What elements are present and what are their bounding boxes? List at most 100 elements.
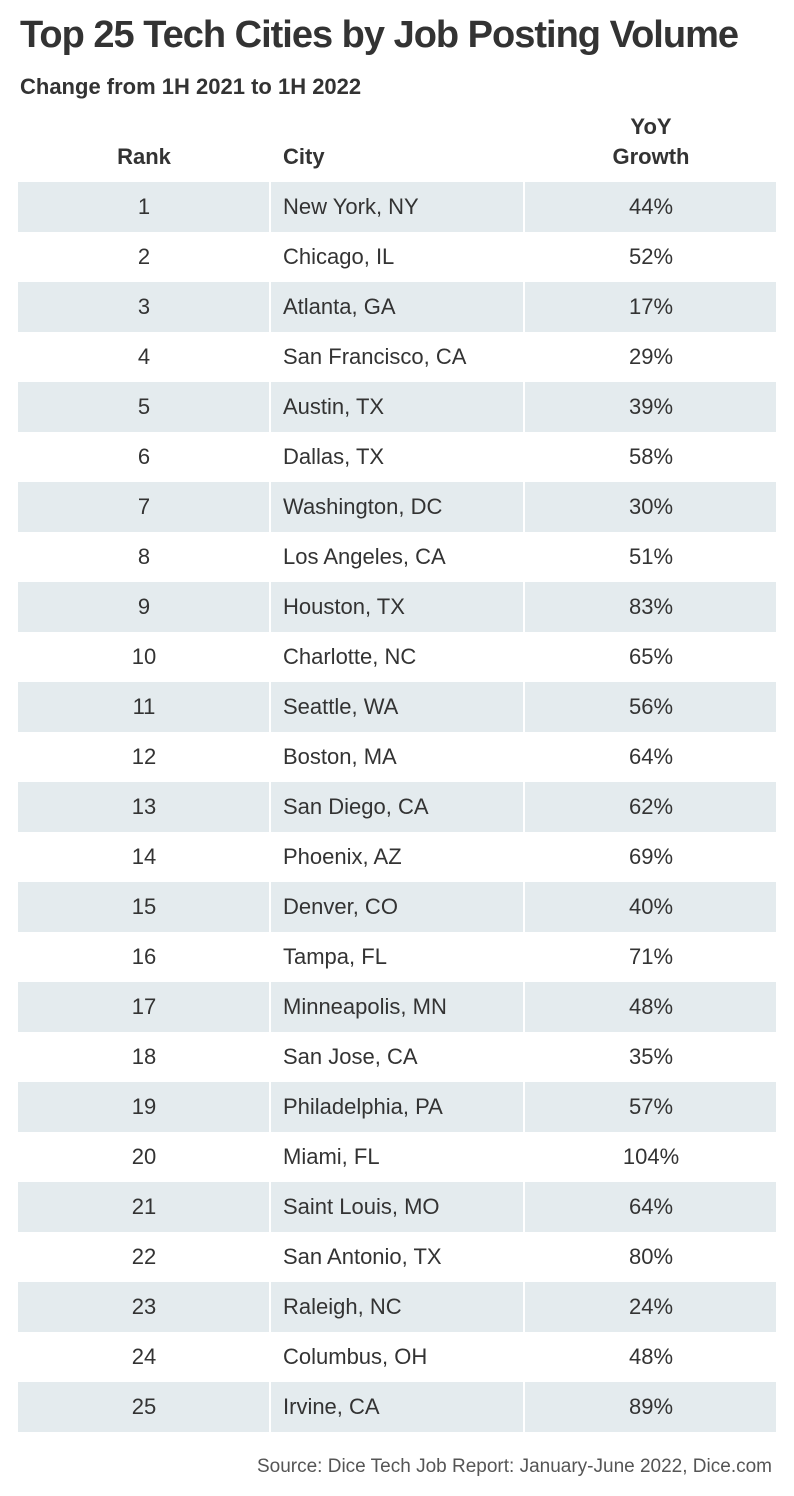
rank-cell: 5 bbox=[137, 394, 151, 419]
rank-cell: 18 bbox=[131, 1044, 157, 1069]
city-cell: Austin, TX bbox=[283, 394, 385, 419]
growth-cell: 57% bbox=[628, 1094, 674, 1119]
rank-cell: 14 bbox=[131, 844, 157, 869]
growth-cell: 40% bbox=[628, 894, 674, 919]
rank-cell: 11 bbox=[132, 694, 156, 719]
table-row: 14 Phoenix, AZ 69% bbox=[18, 832, 776, 882]
column-divider bbox=[269, 232, 271, 282]
column-divider bbox=[523, 1082, 525, 1132]
growth-cell: 64% bbox=[628, 1194, 674, 1219]
table-row: 20 Miami, FL 104% bbox=[18, 1132, 776, 1182]
city-cell: Columbus, OH bbox=[283, 1344, 428, 1369]
chart-subtitle: Change from 1H 2021 to 1H 2022 bbox=[20, 74, 362, 99]
column-divider bbox=[523, 282, 525, 332]
column-divider bbox=[269, 582, 271, 632]
table-row: 4 San Francisco, CA 29% bbox=[18, 332, 776, 382]
growth-cell: 65% bbox=[628, 644, 674, 669]
growth-cell: 58% bbox=[628, 444, 674, 469]
rank-cell: 23 bbox=[131, 1294, 157, 1319]
city-cell: Phoenix, AZ bbox=[283, 844, 402, 869]
column-divider bbox=[523, 1332, 525, 1382]
column-divider bbox=[523, 1182, 525, 1232]
column-divider bbox=[269, 1082, 271, 1132]
column-divider bbox=[523, 182, 525, 232]
table-row: 9 Houston, TX 83% bbox=[18, 582, 776, 632]
column-divider bbox=[269, 982, 271, 1032]
city-cell: Houston, TX bbox=[283, 594, 405, 619]
rank-cell: 12 bbox=[131, 744, 157, 769]
growth-cell: 51% bbox=[628, 544, 674, 569]
table-row: 5 Austin, TX 39% bbox=[18, 382, 776, 432]
city-cell: Los Angeles, CA bbox=[283, 544, 446, 569]
column-divider bbox=[269, 1282, 271, 1332]
column-divider bbox=[269, 932, 271, 982]
column-divider bbox=[523, 682, 525, 732]
column-divider bbox=[523, 782, 525, 832]
rank-cell: 13 bbox=[131, 794, 157, 819]
column-divider bbox=[523, 532, 525, 582]
growth-cell: 48% bbox=[628, 1344, 674, 1369]
growth-cell: 62% bbox=[628, 794, 674, 819]
table-row: 16 Tampa, FL 71% bbox=[18, 932, 776, 982]
column-header-city: City bbox=[283, 144, 325, 169]
city-cell: Raleigh, NC bbox=[283, 1294, 402, 1319]
table-row: 7 Washington, DC 30% bbox=[18, 482, 776, 532]
city-cell: Charlotte, NC bbox=[283, 644, 417, 669]
column-divider bbox=[523, 1132, 525, 1182]
growth-cell: 89% bbox=[628, 1394, 674, 1419]
chart-title: Top 25 Tech Cities by Job Posting Volume bbox=[20, 14, 739, 56]
column-divider bbox=[523, 482, 525, 532]
rank-cell: 22 bbox=[131, 1244, 157, 1269]
growth-cell: 35% bbox=[628, 1044, 674, 1069]
growth-cell: 52% bbox=[628, 244, 674, 269]
city-cell: San Diego, CA bbox=[283, 794, 429, 819]
table-row: 3 Atlanta, GA 17% bbox=[18, 282, 776, 332]
table-row: 18 San Jose, CA 35% bbox=[18, 1032, 776, 1082]
table-row: 15 Denver, CO 40% bbox=[18, 882, 776, 932]
table-row: 13 San Diego, CA 62% bbox=[18, 782, 776, 832]
city-cell: Boston, MA bbox=[283, 744, 397, 769]
table-row: 8 Los Angeles, CA 51% bbox=[18, 532, 776, 582]
rank-cell: 20 bbox=[131, 1144, 157, 1169]
growth-cell: 104% bbox=[622, 1144, 680, 1169]
table-row: 23 Raleigh, NC 24% bbox=[18, 1282, 776, 1332]
rank-cell: 6 bbox=[137, 444, 151, 469]
rank-cell: 3 bbox=[137, 294, 151, 319]
growth-cell: 24% bbox=[628, 1294, 674, 1319]
growth-cell: 56% bbox=[628, 694, 674, 719]
rank-cell: 17 bbox=[131, 994, 157, 1019]
growth-cell: 17% bbox=[628, 294, 674, 319]
city-cell: San Francisco, CA bbox=[283, 344, 467, 369]
column-divider bbox=[269, 482, 271, 532]
column-divider bbox=[269, 1032, 271, 1082]
column-divider bbox=[269, 732, 271, 782]
table-row: 22 San Antonio, TX 80% bbox=[18, 1232, 776, 1282]
city-cell: San Antonio, TX bbox=[283, 1244, 442, 1269]
growth-cell: 44% bbox=[628, 194, 674, 219]
city-cell: Miami, FL bbox=[283, 1144, 380, 1169]
rank-cell: 19 bbox=[131, 1094, 157, 1119]
table-row: 6 Dallas, TX 58% bbox=[18, 432, 776, 482]
rank-cell: 25 bbox=[131, 1394, 157, 1419]
growth-cell: 48% bbox=[628, 994, 674, 1019]
column-divider bbox=[523, 582, 525, 632]
column-divider bbox=[269, 1332, 271, 1382]
column-header-yoy-growth: YoY Growth bbox=[612, 114, 690, 169]
table-row: 24 Columbus, OH 48% bbox=[18, 1332, 776, 1382]
column-divider bbox=[523, 882, 525, 932]
growth-cell: 71% bbox=[628, 944, 674, 969]
growth-cell: 39% bbox=[628, 394, 674, 419]
rank-cell: 24 bbox=[131, 1344, 157, 1369]
column-divider bbox=[269, 1182, 271, 1232]
growth-cell: 80% bbox=[628, 1244, 674, 1269]
growth-cell: 29% bbox=[628, 344, 674, 369]
column-divider bbox=[523, 1282, 525, 1332]
column-divider bbox=[523, 332, 525, 382]
rank-cell: 1 bbox=[137, 194, 151, 219]
column-header-rank: Rank bbox=[117, 144, 171, 169]
column-divider bbox=[269, 532, 271, 582]
growth-cell: 83% bbox=[628, 594, 674, 619]
column-divider bbox=[269, 282, 271, 332]
city-cell: Minneapolis, MN bbox=[283, 994, 447, 1019]
column-divider bbox=[269, 332, 271, 382]
